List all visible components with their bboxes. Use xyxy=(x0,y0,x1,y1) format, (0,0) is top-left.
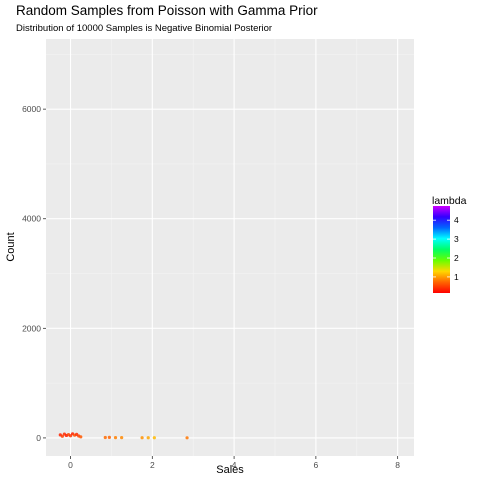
legend-tick-label: 3 xyxy=(454,234,459,244)
x-axis-title: Sales xyxy=(216,464,244,476)
legend-tick-label: 2 xyxy=(454,253,459,263)
data-point xyxy=(60,434,64,438)
legend-tick-label: 1 xyxy=(454,272,459,282)
legend: lambda 1 2 3 4 xyxy=(432,195,467,293)
y-axis-title: Count xyxy=(5,232,17,261)
x-tick-label: 0 xyxy=(68,460,73,470)
y-tick-label: 2000 xyxy=(22,323,41,333)
legend-ticks: 1 2 3 4 xyxy=(433,215,459,282)
data-point xyxy=(140,436,144,440)
data-point xyxy=(107,435,111,439)
y-tick-label: 6000 xyxy=(22,104,41,114)
data-point xyxy=(152,436,156,440)
x-tick-label: 4 xyxy=(232,460,237,470)
data-point xyxy=(103,435,107,440)
x-tick-label: 6 xyxy=(313,460,318,470)
axis-ticks: 0 2 4 6 8 0 2000 4000 6000 xyxy=(22,104,400,470)
major-gridlines xyxy=(46,39,414,456)
y-tick-label: 0 xyxy=(36,433,41,443)
data-point xyxy=(113,435,118,440)
legend-colorbar xyxy=(433,206,450,293)
y-tick-label: 4000 xyxy=(22,214,41,224)
data-point xyxy=(185,436,189,440)
minor-gridlines xyxy=(46,39,414,456)
data-point xyxy=(146,436,150,440)
x-tick-label: 8 xyxy=(395,460,400,470)
data-point xyxy=(79,435,83,439)
chart-title: Random Samples from Poisson with Gamma P… xyxy=(16,3,318,18)
data-point xyxy=(120,436,124,440)
x-tick-label: 2 xyxy=(150,460,155,470)
data-points xyxy=(58,432,189,440)
legend-tick-label: 4 xyxy=(454,215,459,225)
data-point xyxy=(68,434,73,438)
plot-panel xyxy=(46,39,414,456)
legend-title: lambda xyxy=(432,195,467,207)
chart-subtitle: Distribution of 10000 Samples is Negativ… xyxy=(16,23,272,34)
